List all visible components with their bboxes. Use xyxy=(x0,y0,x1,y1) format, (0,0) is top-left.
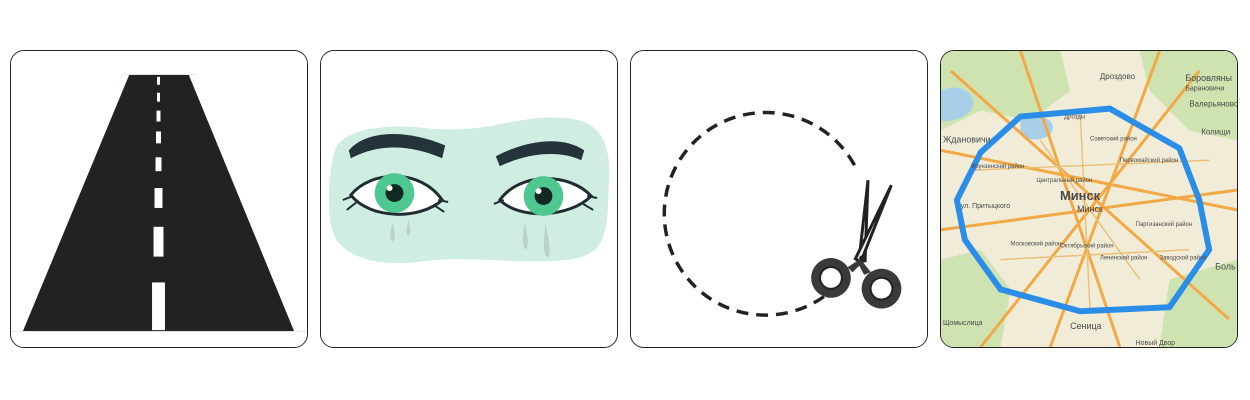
map-label-moskovsky: Московский район xyxy=(1011,241,1062,248)
map-label-zavodskoy: Заводской район xyxy=(1160,255,1207,262)
map-label-valeryanovo: Валерьяново xyxy=(1189,100,1237,109)
map-icon: Минск Минск Ждановичи Дроздово Боровляны… xyxy=(941,51,1237,347)
map-label-oktyabrsky: Октябрьский район xyxy=(1060,243,1113,250)
map-label-borovlyany: Боровляны xyxy=(1185,73,1232,83)
map-label-tsentralny: Центральный район xyxy=(1036,177,1092,184)
scissors-dashed-circle-icon xyxy=(631,51,927,347)
city-sublabel: Минск xyxy=(1077,204,1103,214)
map-label-baranovichi: Барановичи xyxy=(1185,86,1224,93)
scissors-card[interactable] xyxy=(630,50,928,348)
map-label-pritytskogo: ул. Притыцкого xyxy=(961,203,1010,210)
crying-eyes-card[interactable] xyxy=(320,50,618,348)
map-label-frunzensky: Фрунзенский район xyxy=(971,163,1025,170)
map-label-pervomaisky: Первомайский район xyxy=(1120,157,1178,164)
map-label-partizansky: Партизанский район xyxy=(1136,221,1192,228)
map-label-kolishchi: Колищи xyxy=(1201,127,1230,136)
ring-road xyxy=(953,105,1213,315)
map-label-senitsa: Сеница xyxy=(1070,321,1101,331)
map-label-shchomyslitsa: Щомыслица xyxy=(943,320,982,327)
map-label-leninsky: Ленинский район xyxy=(1100,255,1147,262)
minsk-map-card[interactable]: Минск Минск Ждановичи Дроздово Боровляны… xyxy=(940,50,1238,348)
road-icon xyxy=(11,51,307,347)
crying-eyes-icon xyxy=(321,51,617,347)
map-label-bolshaya: Боль xyxy=(1215,262,1236,272)
map-label-zhdanovichi: Ждановичи xyxy=(943,134,991,144)
map-label-drozdovo: Дроздово xyxy=(1100,72,1136,81)
road-card[interactable] xyxy=(10,50,308,348)
city-label: Минск xyxy=(1060,188,1101,203)
map-label-novy-dvor: Новый Двор xyxy=(1136,339,1176,347)
map-label-sovetsky: Советский район xyxy=(1090,135,1137,142)
map-label-drozdy: Дрозды xyxy=(1064,115,1085,121)
